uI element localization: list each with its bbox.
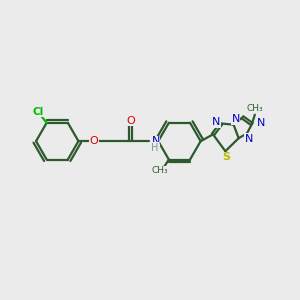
Text: Cl: Cl xyxy=(33,106,44,117)
Text: N: N xyxy=(257,118,266,128)
Text: CH₃: CH₃ xyxy=(247,104,263,113)
Text: CH₃: CH₃ xyxy=(152,166,168,175)
Text: O: O xyxy=(126,116,135,126)
Text: N: N xyxy=(152,136,160,146)
Text: N: N xyxy=(232,114,240,124)
Text: O: O xyxy=(89,136,98,146)
Text: S: S xyxy=(222,152,230,162)
Text: H: H xyxy=(152,142,159,153)
Text: N: N xyxy=(245,134,254,144)
Text: N: N xyxy=(212,117,220,127)
